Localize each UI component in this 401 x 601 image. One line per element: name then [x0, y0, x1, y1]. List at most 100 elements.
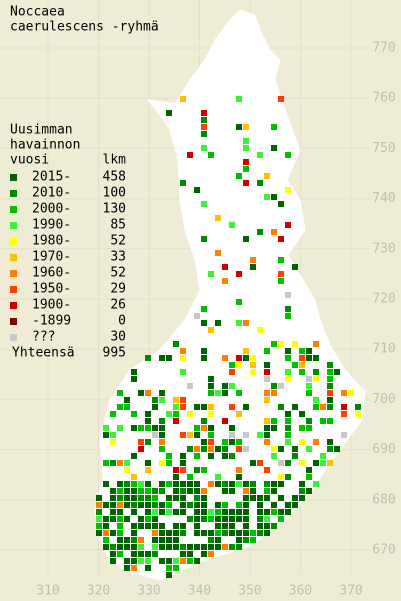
record-square: [145, 390, 151, 396]
record-square: [103, 530, 109, 536]
record-square: [117, 404, 123, 410]
record-square: [229, 383, 235, 389]
record-square: [208, 481, 214, 487]
record-square: [285, 425, 291, 431]
record-square: [117, 523, 123, 529]
record-square: [264, 432, 270, 438]
record-square: [145, 523, 151, 529]
record-square: [285, 187, 291, 193]
record-square: [327, 369, 333, 375]
record-square: [313, 355, 319, 361]
record-square: [243, 523, 249, 529]
record-square: [285, 460, 291, 466]
record-square: [264, 348, 270, 354]
legend-label: 1980-: [32, 234, 71, 249]
title-line: Noccaea: [10, 5, 65, 20]
record-square: [131, 551, 137, 557]
record-square: [222, 481, 228, 487]
record-square: [215, 215, 221, 221]
record-square: [173, 411, 179, 417]
record-square: [110, 558, 116, 564]
record-square: [327, 418, 333, 424]
record-square: [222, 502, 228, 508]
record-square: [243, 124, 249, 130]
record-square: [152, 425, 158, 431]
record-square: [173, 509, 179, 515]
record-square: [320, 404, 326, 410]
record-square: [285, 369, 291, 375]
legend-swatch: [10, 270, 17, 277]
record-square: [152, 530, 158, 536]
record-square: [103, 544, 109, 550]
record-square: [257, 523, 263, 529]
record-square: [285, 222, 291, 228]
record-square: [320, 460, 326, 466]
record-square: [313, 404, 319, 410]
legend-swatch: [10, 302, 17, 309]
record-square: [131, 495, 137, 501]
record-square: [201, 509, 207, 515]
record-square: [110, 432, 116, 438]
record-square: [327, 383, 333, 389]
legend-label: 1950-: [32, 282, 71, 297]
record-square: [110, 509, 116, 515]
record-square: [243, 404, 249, 410]
record-square: [243, 509, 249, 515]
record-square: [264, 376, 270, 382]
record-square: [166, 537, 172, 543]
record-square: [271, 425, 277, 431]
record-square: [285, 418, 291, 424]
record-square: [243, 355, 249, 361]
record-square: [264, 530, 270, 536]
record-square: [145, 495, 151, 501]
record-square: [187, 488, 193, 494]
record-square: [355, 404, 361, 410]
record-square: [306, 418, 312, 424]
record-square: [110, 411, 116, 417]
record-square: [313, 439, 319, 445]
record-square: [152, 404, 158, 410]
record-square: [159, 481, 165, 487]
record-square: [271, 390, 277, 396]
record-square: [264, 397, 270, 403]
record-square: [306, 376, 312, 382]
record-square: [229, 425, 235, 431]
record-square: [215, 516, 221, 522]
record-square: [278, 271, 284, 277]
record-square: [187, 474, 193, 480]
legend-count-header: lkm: [103, 153, 127, 168]
record-square: [278, 257, 284, 263]
record-square: [243, 446, 249, 452]
record-square: [173, 530, 179, 536]
legend-count: 458: [103, 170, 126, 185]
record-square: [110, 551, 116, 557]
record-square: [208, 551, 214, 557]
record-square: [159, 544, 165, 550]
record-square: [166, 502, 172, 508]
record-square: [138, 551, 144, 557]
record-square: [180, 558, 186, 564]
record-square: [313, 460, 319, 466]
legend-count: 0: [118, 314, 126, 329]
record-square: [117, 460, 123, 466]
record-square: [110, 460, 116, 466]
record-square: [201, 418, 207, 424]
record-square: [264, 495, 270, 501]
record-square: [215, 446, 221, 452]
record-square: [236, 467, 242, 473]
y-tick-label: 710: [372, 342, 395, 357]
record-square: [180, 404, 186, 410]
record-square: [215, 481, 221, 487]
record-square: [124, 467, 130, 473]
record-square: [278, 383, 284, 389]
record-square: [187, 502, 193, 508]
legend-swatch: [10, 286, 17, 293]
record-square: [271, 481, 277, 487]
record-square: [131, 481, 137, 487]
y-tick-label: 750: [372, 141, 395, 156]
legend-swatch: [10, 190, 17, 197]
record-square: [208, 446, 214, 452]
record-square: [292, 446, 298, 452]
record-square: [103, 460, 109, 466]
record-square: [257, 509, 263, 515]
